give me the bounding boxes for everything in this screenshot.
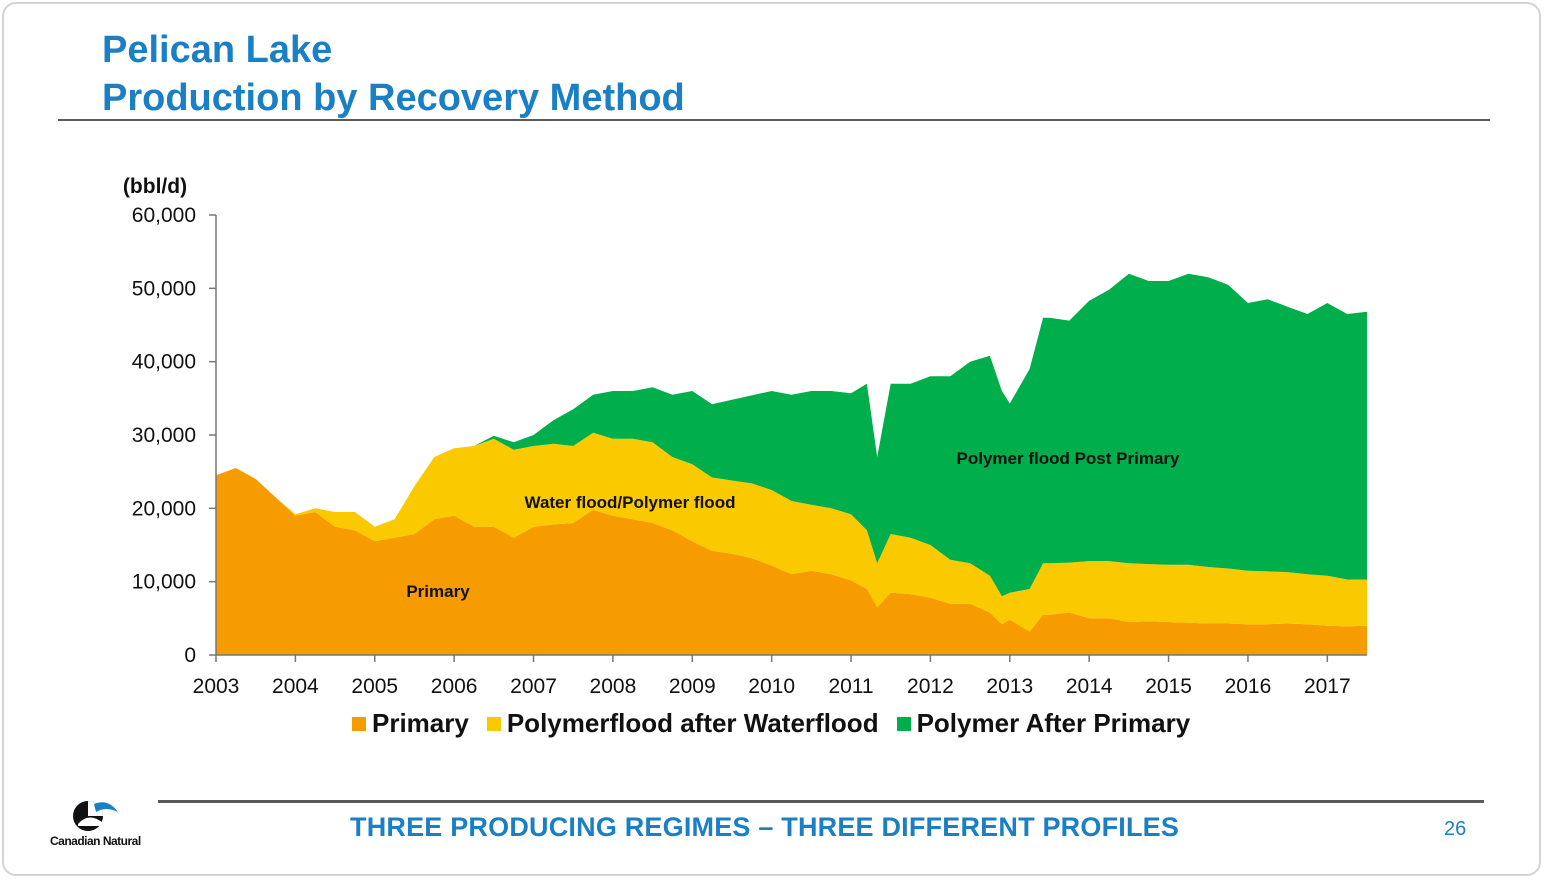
y-axis-unit-label: (bbl/d)	[123, 175, 187, 198]
legend-label: Primary	[372, 708, 469, 738]
x-tick-label: 2007	[510, 675, 557, 698]
canadian-natural-logo-icon	[73, 801, 118, 831]
y-tick-label: 60,000	[132, 204, 196, 227]
x-tick-label: 2005	[351, 675, 398, 698]
area-series-2	[216, 432, 1367, 632]
x-tick-label: 2016	[1225, 675, 1272, 698]
legend-swatch	[486, 716, 501, 731]
y-tick-label: 50,000	[132, 277, 196, 300]
chart-axes: 0 10,000 20,000 30,000 40,000 50,000 60,000 200…	[123, 175, 1367, 698]
chart-areas	[216, 273, 1367, 655]
x-tick-label: 2008	[590, 675, 637, 698]
x-tick-label: 2017	[1304, 675, 1351, 698]
x-tick-label: 2015	[1145, 675, 1192, 698]
x-tick-label: 2012	[907, 675, 954, 698]
legend-swatch	[352, 716, 366, 731]
chart-labels: Primary Water flood/Polymer flood Polymer …	[406, 449, 1180, 601]
legend-item-2: Polymerflood after Waterflood	[486, 708, 879, 739]
area-series-1	[216, 468, 1367, 655]
x-tick-label: 2010	[748, 675, 795, 698]
x-tick-label: 2009	[669, 675, 716, 698]
y-tick-label: 30,000	[132, 424, 196, 447]
page-number: 26	[1444, 818, 1467, 840]
x-tick-label: 2011	[828, 675, 873, 698]
y-tick-label: 0	[184, 644, 196, 667]
chart-legend: Primary Polymerflood after Waterflood Poly…	[352, 708, 1208, 739]
legend-label: Polymerflood after Waterflood	[506, 708, 879, 738]
footer-divider	[158, 800, 1484, 803]
y-tick-label: 20,000	[132, 497, 196, 520]
title-line-1: Pelican Lake	[102, 29, 333, 71]
footer-tagline: THREE PRODUCING REGIMES – THREE DIFFEREN…	[350, 812, 1180, 842]
x-tick-label: 2006	[431, 675, 478, 698]
legend-item-3: Polymer After Primary	[896, 708, 1191, 739]
title-line-2: Production by Recovery Method	[102, 77, 685, 119]
x-tick-label: 2003	[193, 675, 240, 698]
x-tick-label: 2014	[1066, 675, 1113, 698]
y-tick-label: 40,000	[132, 351, 196, 374]
x-tick-label: 2004	[272, 675, 319, 698]
area-label-1: Primary	[406, 582, 470, 601]
logo-text: Canadian Natural	[50, 834, 141, 848]
title-divider	[58, 119, 1490, 121]
legend-item-1: Primary	[352, 708, 469, 739]
area-series-3	[216, 273, 1367, 597]
area-label-2: Water flood/Polymer flood	[525, 493, 736, 512]
page-title: Pelican Lake Production by Recovery Meth…	[102, 26, 685, 122]
legend-swatch	[896, 716, 911, 731]
y-tick-label: 10,000	[132, 571, 196, 594]
legend-label: Polymer After Primary	[916, 708, 1191, 738]
area-label-3: Polymer flood Post Primary	[957, 449, 1180, 468]
x-tick-label: 2013	[986, 675, 1033, 698]
